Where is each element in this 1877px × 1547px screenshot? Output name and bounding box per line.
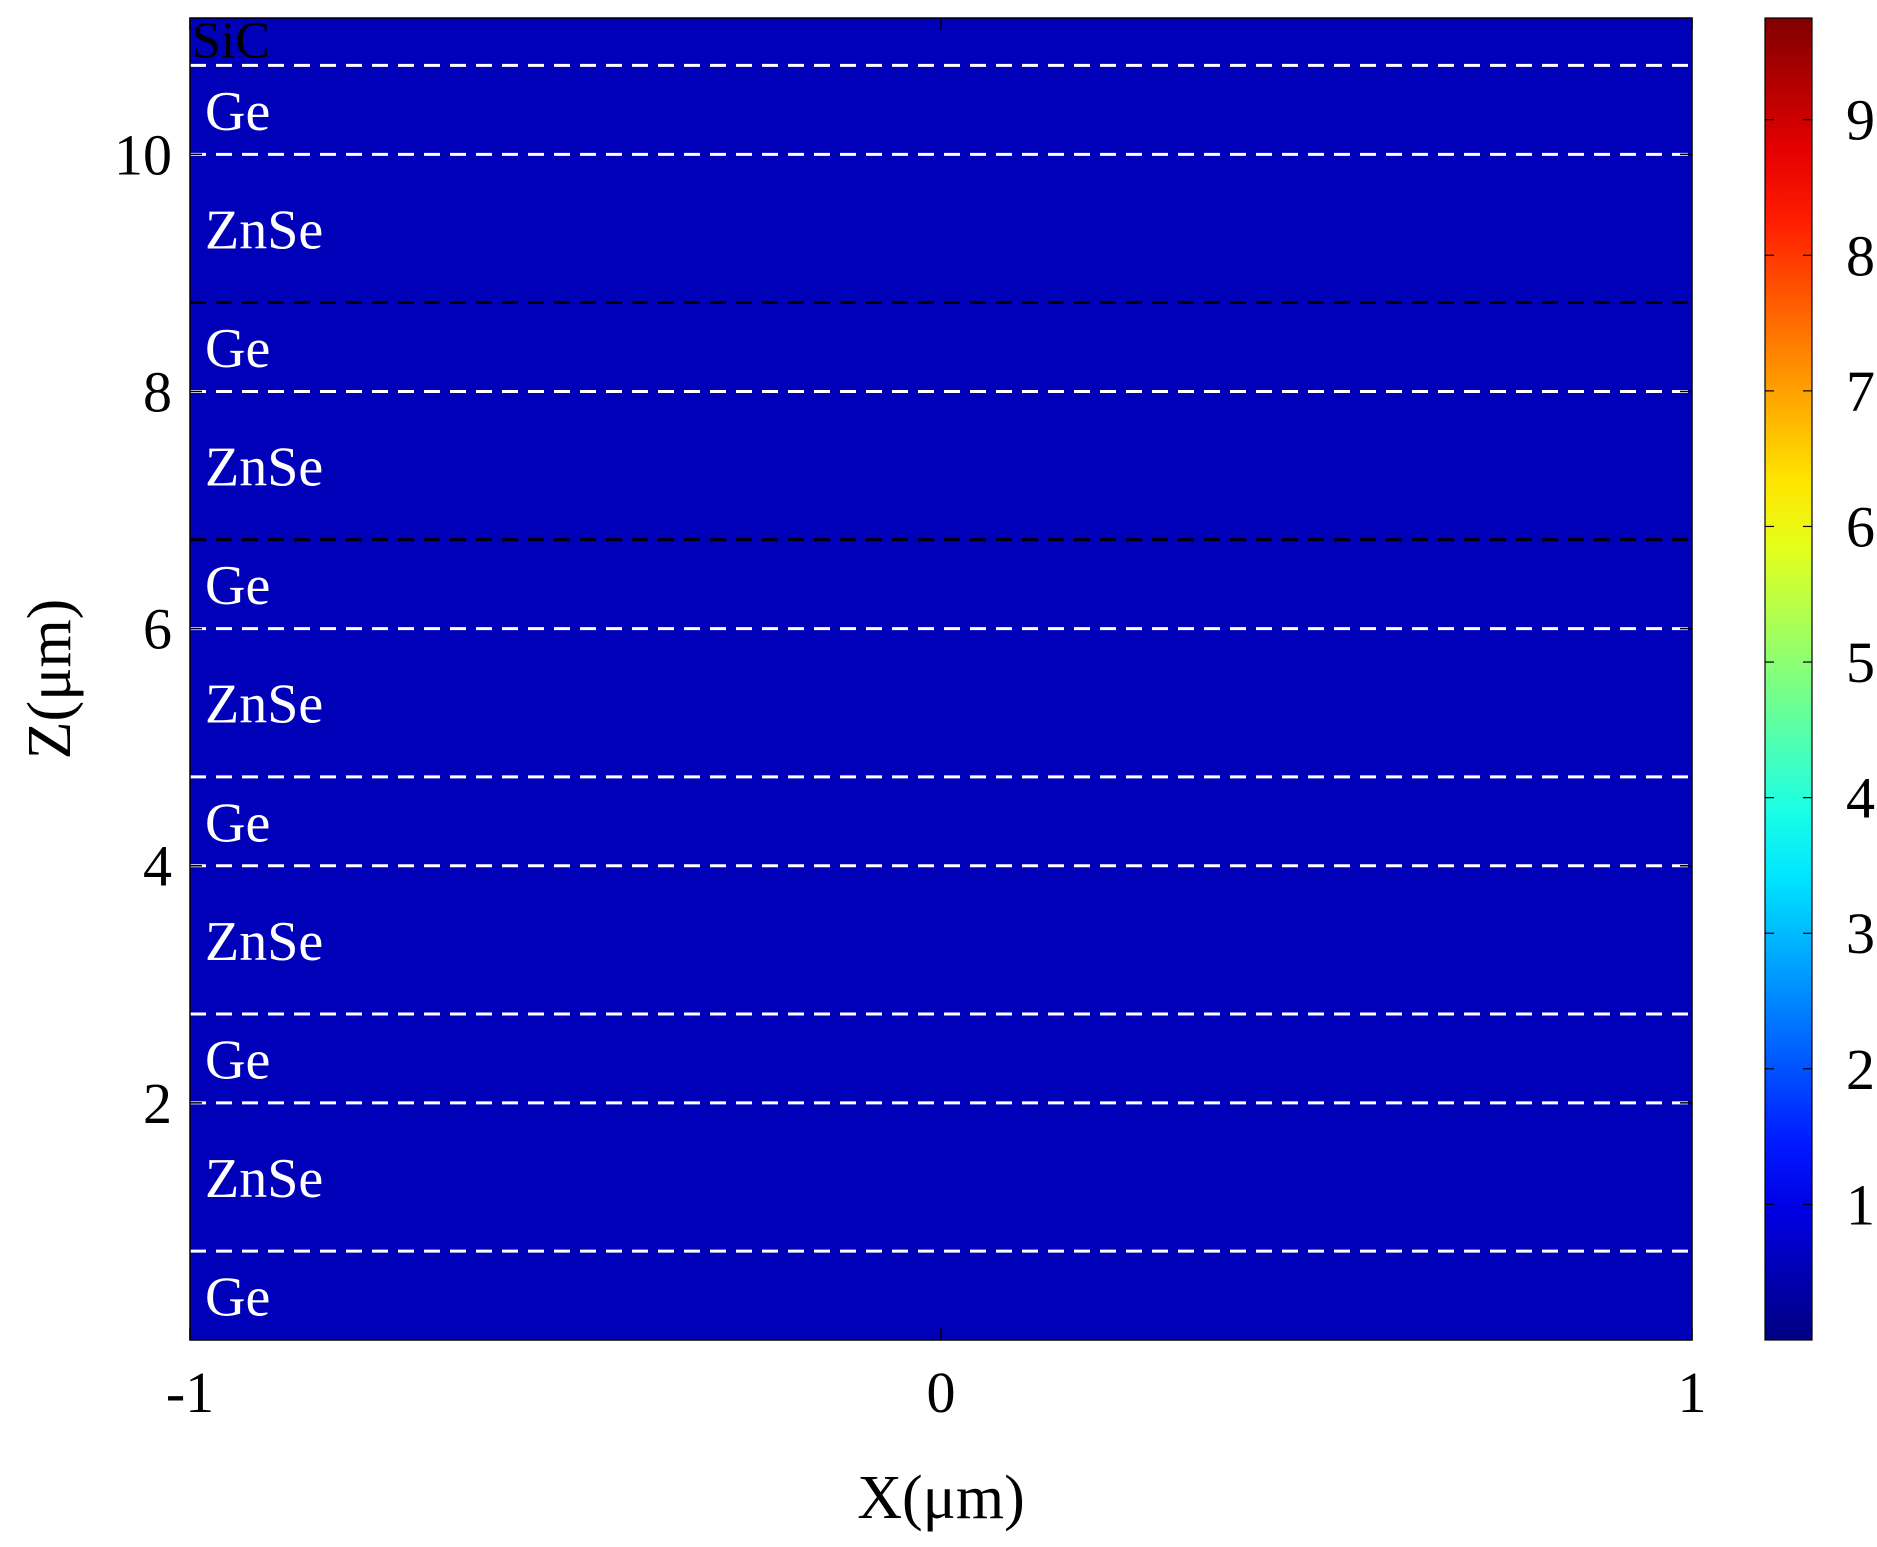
colorbar-tick-label: 3: [1846, 901, 1875, 966]
layer-label-ge: Ge: [205, 81, 270, 143]
layer-label-znse: ZnSe: [205, 437, 323, 499]
y-tick-label: 8: [143, 359, 172, 424]
colorbar-tick-label: 1: [1846, 1172, 1875, 1237]
colorbar-tick-label: 5: [1846, 630, 1875, 695]
y-axis-ticks: 2 4 6 8 10: [114, 122, 1692, 1136]
y-axis-label: Z(μm): [16, 599, 84, 760]
layer-label-ge: Ge: [205, 318, 270, 380]
colorbar-tick-label: 9: [1846, 88, 1875, 153]
colorbar-tick-label: 2: [1846, 1037, 1875, 1102]
x-tick-label: 1: [1678, 1360, 1707, 1425]
heatmap-field: [190, 18, 1692, 1340]
x-axis-ticks: -1 0 1: [166, 18, 1707, 1425]
colorbar: [1764, 17, 1813, 1341]
layer-label-znse: ZnSe: [205, 199, 323, 261]
x-axis-label: X(μm): [857, 1464, 1025, 1532]
layer-label-ge: Ge: [205, 1267, 270, 1329]
layer-label-znse: ZnSe: [205, 1148, 323, 1210]
colorbar-tick-label: 4: [1846, 766, 1875, 831]
colorbar-tick-label: 8: [1846, 223, 1875, 288]
x-tick-label: 0: [927, 1360, 956, 1425]
layer-label-sic: SiC: [192, 13, 270, 70]
layer-boundaries: [190, 63, 1692, 1253]
layer-labels: Ge ZnSe Ge ZnSe Ge ZnSe Ge ZnSe Ge ZnSe Ge SiC: [192, 13, 323, 1329]
layer-label-ge: Ge: [205, 555, 270, 617]
y-tick-label: 4: [143, 834, 172, 899]
layer-label-ge: Ge: [205, 1029, 270, 1091]
y-tick-label: 2: [143, 1071, 172, 1136]
y-tick-label: 6: [143, 597, 172, 662]
colorbar-tick-label: 6: [1846, 494, 1875, 559]
y-tick-label: 10: [114, 122, 172, 187]
layer-label-znse: ZnSe: [205, 674, 323, 736]
layer-label-ge: Ge: [205, 792, 270, 854]
x-tick-label: -1: [166, 1360, 214, 1425]
colorbar-tick-label: 7: [1846, 359, 1875, 424]
layer-label-znse: ZnSe: [205, 911, 323, 973]
colorbar-ticks: 1 2 3 4 5 6 7 8 9: [1765, 88, 1875, 1237]
